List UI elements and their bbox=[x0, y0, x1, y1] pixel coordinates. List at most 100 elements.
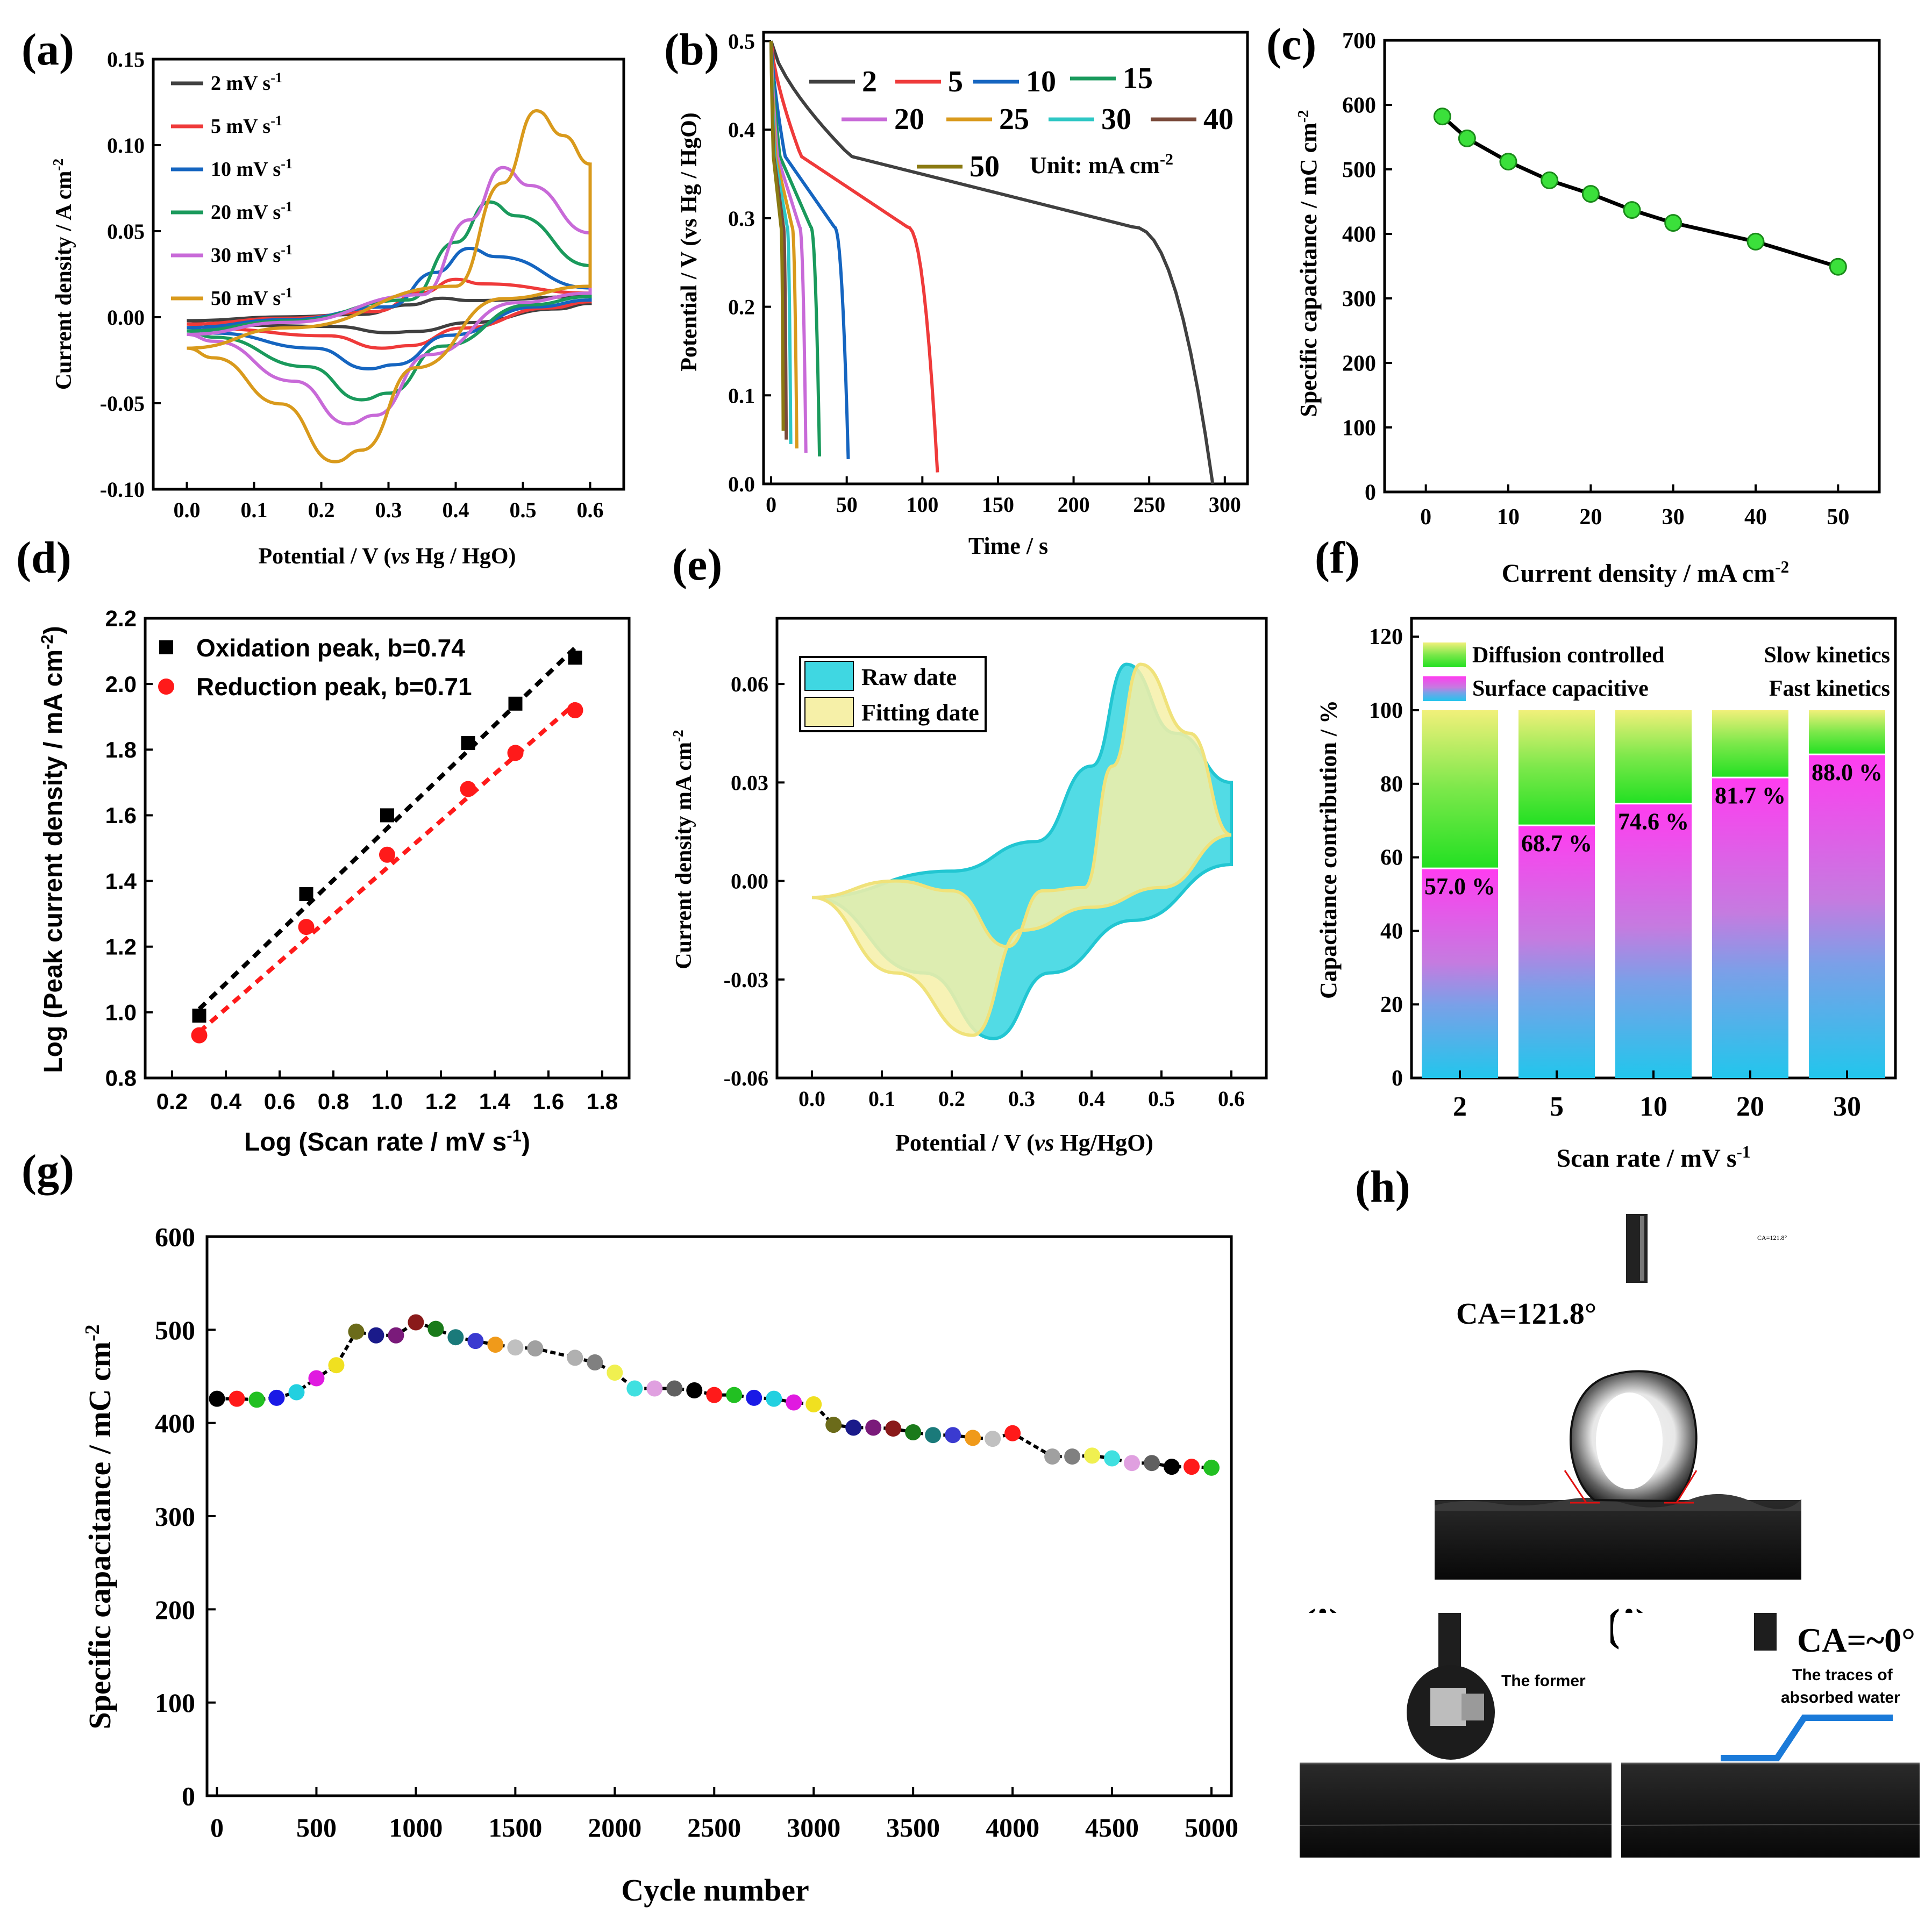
panel-b-gcd-curves: 0 50 100 150 200 250 3000.00.10.20.30.40.52 5 10… bbox=[677, 29, 1249, 559]
x-tick-label: 0.6 bbox=[264, 1089, 295, 1114]
cycle-point bbox=[1124, 1455, 1140, 1472]
y-tick-label: 0.1 bbox=[728, 383, 755, 408]
legend-label-30: 30 bbox=[1101, 103, 1131, 136]
substrate-j bbox=[1621, 1763, 1920, 1858]
x-axis-title: Potential / V (vs Hg/HgO) bbox=[895, 1130, 1153, 1156]
y-tick-label: 0.3 bbox=[728, 206, 755, 231]
cycle-point bbox=[248, 1391, 265, 1408]
cycle-point bbox=[1044, 1448, 1061, 1465]
reduction-point bbox=[298, 919, 315, 936]
reduction-point bbox=[191, 1027, 208, 1044]
x-tick-label: 2500 bbox=[687, 1812, 741, 1843]
panel-label-a: (a) bbox=[22, 25, 74, 75]
y-tick-label: 1.8 bbox=[105, 737, 137, 762]
legend-text: 2 mV s bbox=[211, 72, 270, 95]
fit-line-oxidation bbox=[197, 646, 577, 1011]
cycle-point bbox=[308, 1370, 325, 1387]
oxidation-point bbox=[299, 887, 313, 901]
x-tick-label: 0.0 bbox=[799, 1087, 825, 1111]
legend-text: 30 mV s bbox=[211, 244, 281, 267]
traces-pointer-line bbox=[1721, 1715, 1893, 1761]
panel-label-e: (e) bbox=[672, 540, 722, 590]
gcd-curve-2 bbox=[769, 40, 1215, 484]
x-tick-label: 0.4 bbox=[1078, 1087, 1105, 1111]
cycle-point bbox=[925, 1427, 942, 1444]
text-part: Current density mA cm bbox=[672, 742, 696, 969]
cycle-point bbox=[865, 1419, 882, 1436]
cycle-point bbox=[587, 1354, 603, 1370]
data-point bbox=[1664, 214, 1683, 232]
y-tick-label: 0.2 bbox=[728, 295, 755, 319]
cv-curve-50-mVs bbox=[187, 109, 592, 463]
x-tick-label: 100 bbox=[906, 492, 938, 517]
text-part: ) bbox=[39, 626, 68, 634]
x-tick-label: 200 bbox=[1058, 492, 1090, 517]
superscript: -2 bbox=[1295, 110, 1312, 123]
cycle-point bbox=[726, 1387, 743, 1403]
oxidation-point bbox=[380, 808, 394, 823]
superscript: -2 bbox=[50, 159, 66, 171]
x-tick-label: 1.8 bbox=[587, 1089, 618, 1114]
bar-diffusion-2 bbox=[1422, 710, 1498, 869]
fit-line-reduction bbox=[197, 702, 577, 1034]
legend-label-10: 10 bbox=[1026, 65, 1056, 98]
x-tick-label: 30 bbox=[1833, 1091, 1861, 1122]
unit-note: Unit: mA cm-2 bbox=[1030, 151, 1173, 179]
substrate-i bbox=[1300, 1763, 1612, 1858]
x-axis-title: Log (Scan rate / mV s-1) bbox=[244, 1126, 530, 1157]
oxidation-point bbox=[568, 651, 582, 665]
panel-h-contact-angle-photo: CA=121.8° CA=121.8° bbox=[1430, 1214, 1807, 1581]
y-tick-label: -0.03 bbox=[724, 968, 768, 992]
cycle-point bbox=[527, 1340, 544, 1356]
cycle-point bbox=[686, 1382, 703, 1398]
x-tick-label: 1000 bbox=[389, 1812, 443, 1843]
legend-label-5: 5 mV s-1 bbox=[211, 113, 282, 138]
x-tick-label: 0.2 bbox=[938, 1087, 965, 1111]
data-point bbox=[1829, 258, 1847, 276]
x-axis-title: Scan rate / mV s-1 bbox=[1556, 1142, 1750, 1173]
bar-surface-5 bbox=[1518, 825, 1595, 1078]
plot-frame bbox=[762, 31, 1249, 485]
text-part: Current density / mA cm bbox=[1502, 559, 1775, 588]
y-tick-label: 0.03 bbox=[731, 770, 768, 795]
cycle-point bbox=[706, 1387, 723, 1403]
text-part: Hg/HgO) bbox=[1054, 1130, 1153, 1156]
panel-label-c: (c) bbox=[1266, 19, 1316, 69]
panel-label-b: (b) bbox=[664, 25, 719, 75]
superscript: -1 bbox=[281, 242, 293, 258]
x-tick-label: 0.2 bbox=[308, 498, 335, 522]
y-tick-label: 300 bbox=[1342, 287, 1376, 312]
legend-label-20: 20 mV s-1 bbox=[211, 199, 293, 224]
y-tick-label: 300 bbox=[155, 1502, 195, 1532]
superscript: -2 bbox=[81, 1325, 104, 1341]
cycle-point bbox=[368, 1327, 384, 1344]
cycle-point bbox=[1004, 1425, 1021, 1441]
text-part: Capacitance contribution / % bbox=[1315, 700, 1342, 999]
data-point bbox=[1499, 153, 1517, 171]
y-tick-label: -0.05 bbox=[100, 391, 145, 416]
cycle-point bbox=[965, 1430, 981, 1446]
cycle-point bbox=[746, 1389, 762, 1406]
text-part: Cycle number bbox=[621, 1873, 809, 1908]
cycle-point bbox=[1144, 1455, 1160, 1472]
legend-marker-reduction bbox=[158, 679, 174, 695]
x-tick-label: 2 bbox=[1453, 1091, 1467, 1122]
superscript: -1 bbox=[281, 199, 293, 215]
legend-label-diffusion: Diffusion controlled bbox=[1472, 643, 1664, 668]
reduction-point bbox=[507, 745, 524, 761]
note-traces-line2: absorbed water bbox=[1781, 1689, 1900, 1706]
panel-label-f: (f) bbox=[1315, 533, 1360, 583]
cycle-point bbox=[1164, 1459, 1180, 1475]
text-part: Current density / A cm bbox=[52, 171, 76, 390]
cycle-point bbox=[1184, 1459, 1200, 1475]
x-tick-label: 0.3 bbox=[1008, 1087, 1035, 1111]
cycle-point bbox=[328, 1357, 345, 1374]
x-tick-label: 0.3 bbox=[375, 498, 402, 522]
legend-swatch-diffusion bbox=[1423, 642, 1466, 667]
x-tick-label: 0.1 bbox=[868, 1087, 895, 1111]
gcd-curve-15 bbox=[769, 41, 822, 456]
panel-d-b-value-fit: 0.2 0.4 0.6 0.8 1.0 1.2 1.4 1.6 1.8 0.8 1.0 1.2 1.4 1… bbox=[38, 606, 631, 1157]
superscript: -2 bbox=[1775, 558, 1789, 576]
superscript: -2 bbox=[670, 730, 686, 742]
legend-label-30: 30 mV s-1 bbox=[211, 242, 293, 267]
